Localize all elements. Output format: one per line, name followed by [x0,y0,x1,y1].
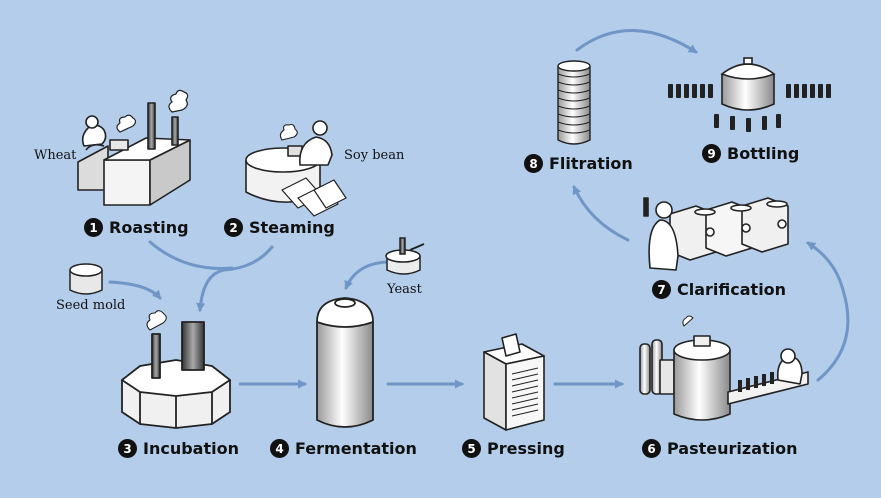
arrow-yeast-to-fermentation [344,260,388,290]
step-name: Steaming [249,218,335,237]
step-clarification-label: 7 Clarification [652,280,786,299]
step-name: Bottling [727,144,800,163]
step-number-badge: 3 [118,439,137,458]
step-number-badge: 4 [270,439,289,458]
arrow-clarification-to-filtration [572,185,630,242]
step-incubation-label: 3 Incubation [118,439,239,458]
arrow-filtration-to-bottling [575,29,698,54]
step-number-badge: 8 [524,154,543,173]
press-machine-icon [483,333,545,431]
step-fermentation-label: 4 Fermentation [270,439,417,458]
steaming-machine-icon [245,120,347,217]
seed-mold-container-icon [69,263,103,295]
yeast-pot-icon [385,237,425,275]
arrow-steaming-to-incubation [196,245,274,312]
ingredient-yeast-label: Yeast [387,282,422,297]
step-number-badge: 1 [84,218,103,237]
ingredient-seed-mold-label: Seed mold [56,298,126,313]
step-number-badge: 9 [702,144,721,163]
step-number-badge: 7 [652,280,671,299]
filtration-column-icon [557,60,591,145]
ingredient-soy-bean-label: Soy bean [344,148,405,163]
step-number-badge: 5 [462,439,481,458]
flow-arrows [108,29,850,389]
step-pasteurization-label: 6 Pasteurization [642,439,798,458]
step-pressing-label: 5 Pressing [462,439,565,458]
arrow-pasteurization-to-clarification [806,241,850,382]
step-name: Clarification [677,280,787,299]
ingredient-wheat-label: Wheat [34,148,77,163]
arrow-seedmold-to-incubation [108,280,162,300]
step-name: Flitration [549,154,633,173]
incubation-chamber-icon [121,310,231,429]
step-steaming-label: 2 Steaming [224,218,335,237]
step-name: Incubation [143,439,239,458]
step-name: Pasteurization [667,439,798,458]
arrow-roasting-to-incubation [148,240,234,270]
step-name: Roasting [109,218,189,237]
bottling-station-icon [668,57,831,132]
fermentation-tank-icon [316,297,374,428]
step-number-badge: 6 [642,439,661,458]
step-name: Fermentation [295,439,417,458]
step-filtration-label: 8 Flitration [524,154,633,173]
step-roasting-label: 1 Roasting [84,218,189,237]
clarification-tanks-icon [643,197,789,271]
pasteurization-equipment-icon [639,315,809,421]
step-number-badge: 2 [224,218,243,237]
roasting-machine-icon [77,89,191,206]
step-bottling-label: 9 Bottling [702,144,799,163]
step-name: Pressing [487,439,565,458]
